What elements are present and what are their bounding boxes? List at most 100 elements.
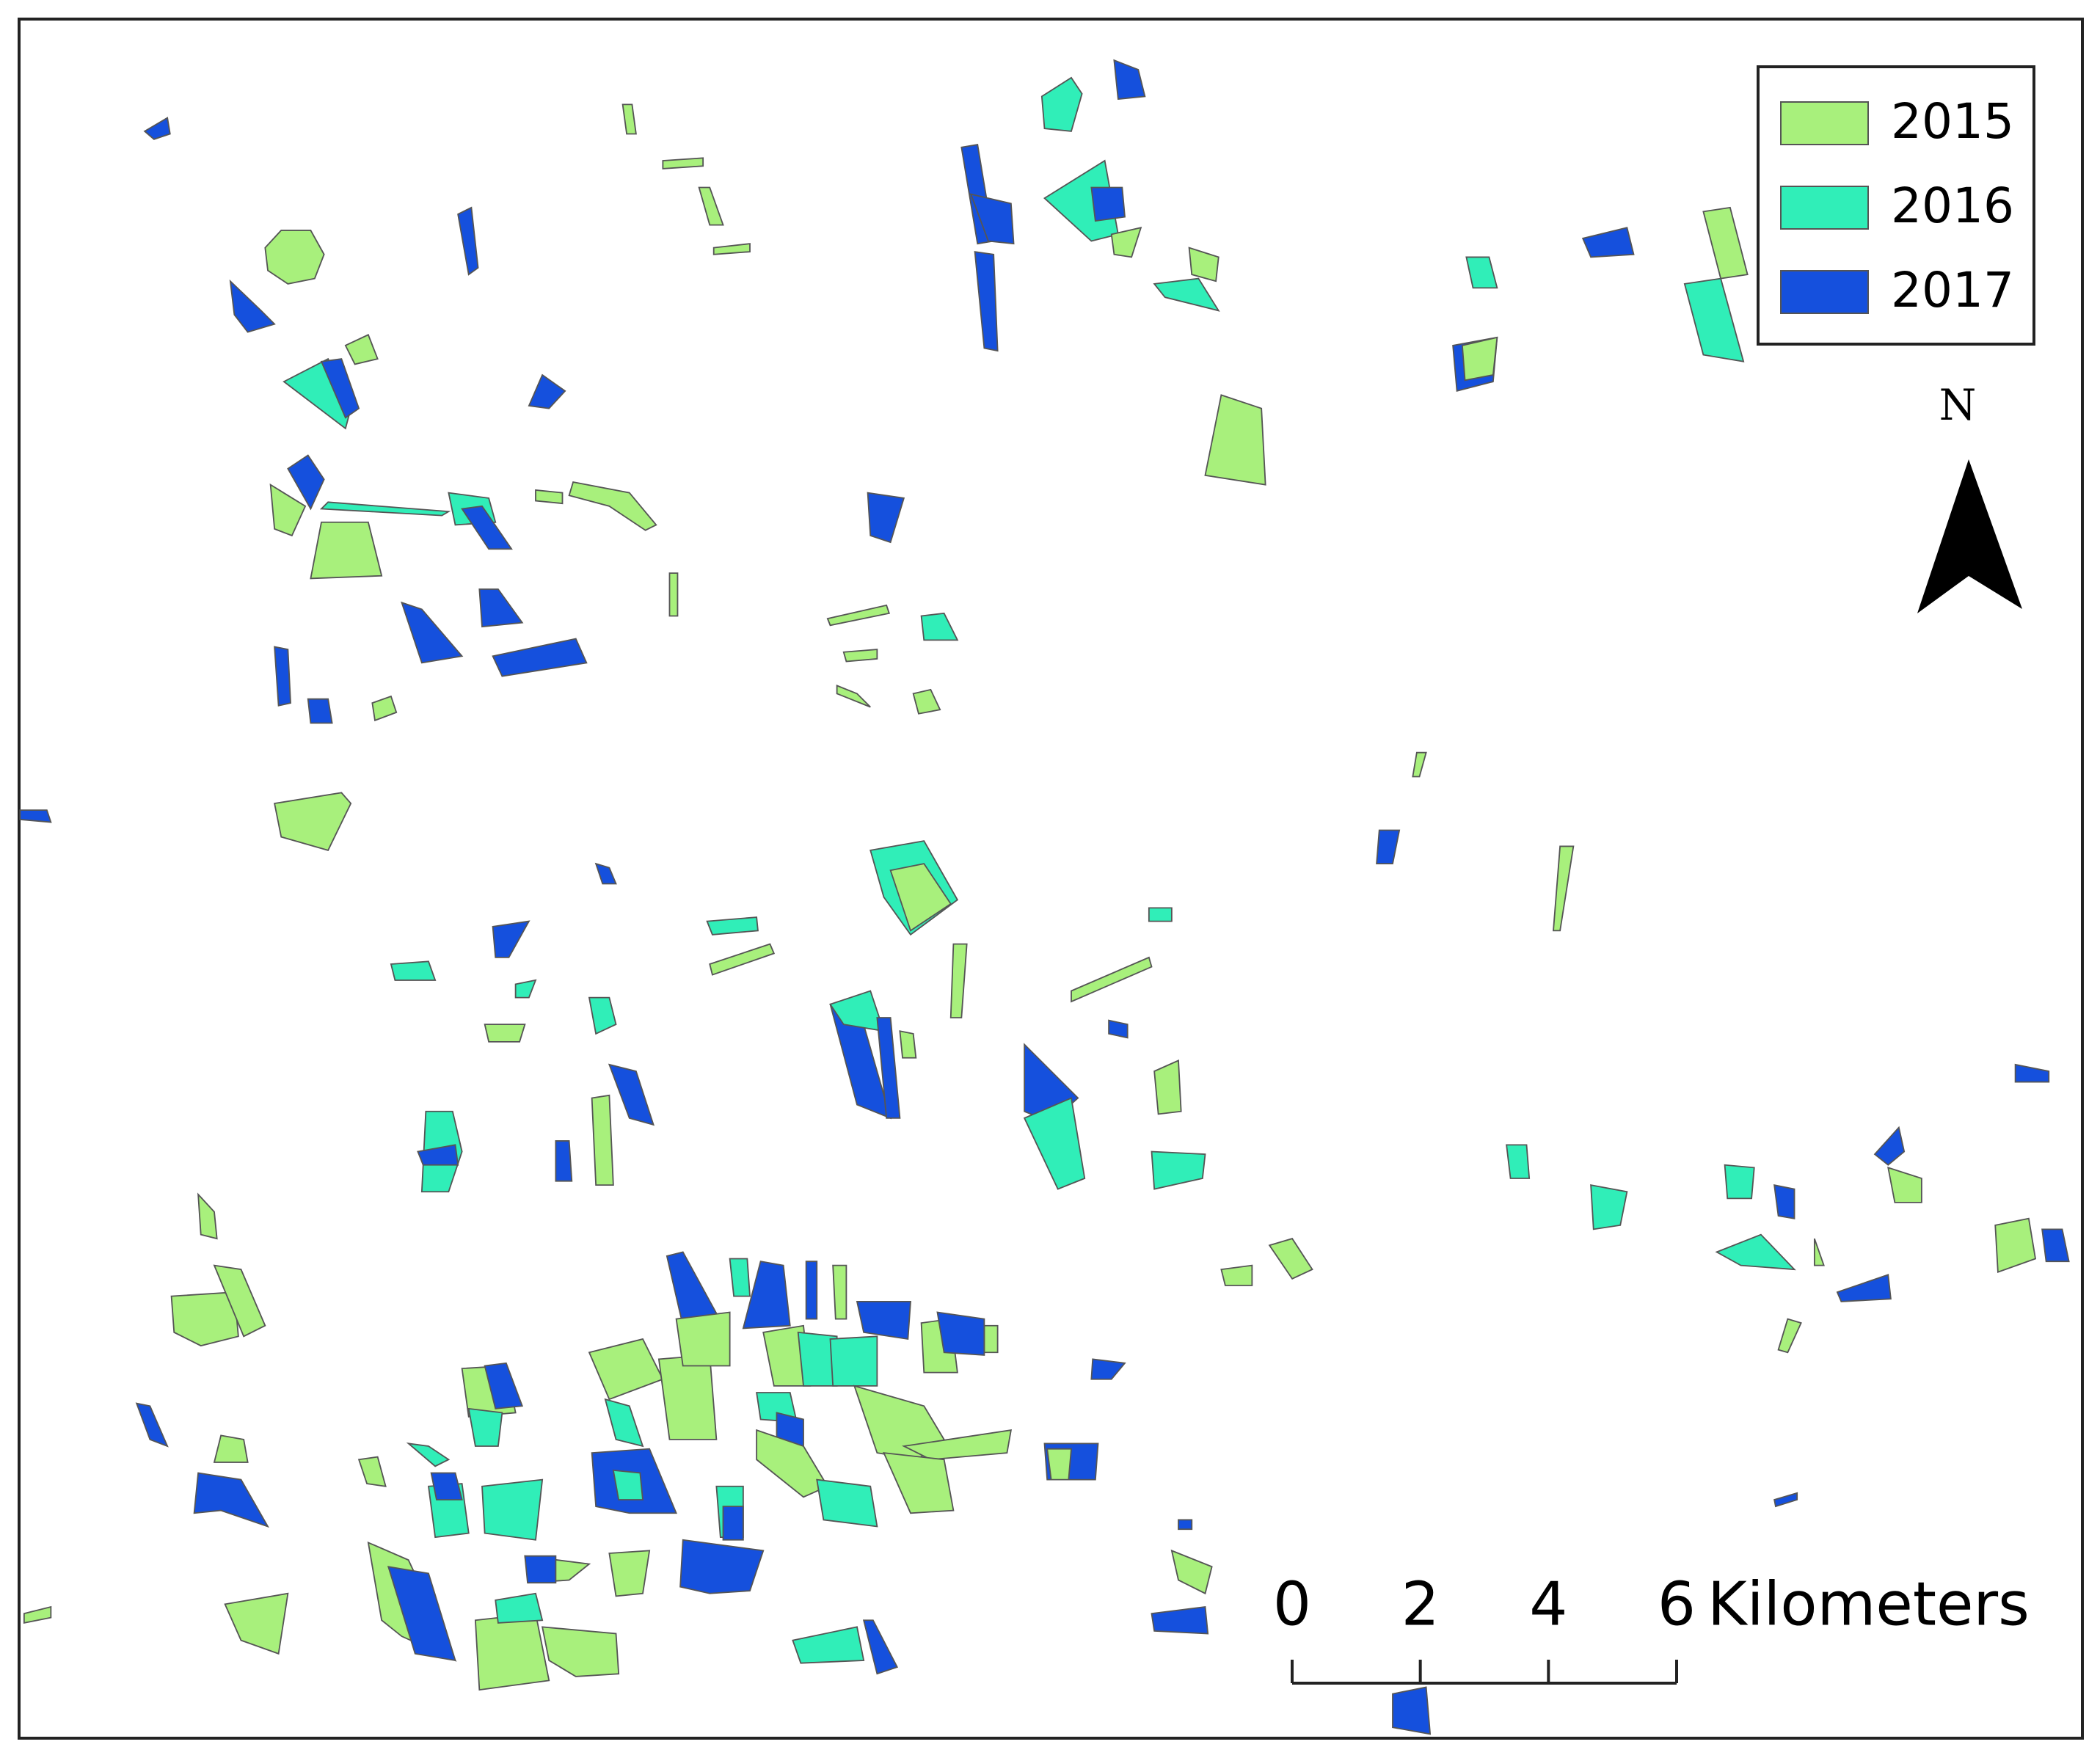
scale-tick-label: 0 [1273,1569,1311,1639]
parcel [1090,1358,1126,1380]
parcel [320,358,360,419]
parcel [357,1456,387,1487]
legend-label: 2015 [1891,93,2014,150]
parcel [274,792,352,851]
parcel [867,492,905,544]
parcel [712,243,751,255]
parcel [920,612,959,641]
parcel [193,1472,269,1528]
parcel [829,1335,878,1387]
parcel [1873,1126,1906,1166]
parcel [1506,1144,1531,1179]
parcel [1268,1238,1313,1280]
parcel [1465,256,1498,289]
parcel [662,157,704,169]
parcel [679,1539,765,1594]
parcel [901,1429,1012,1461]
parcel [484,1362,524,1409]
legend-label: 2017 [1891,262,2014,318]
parcel [481,1478,544,1541]
parcel [1040,76,1083,132]
parcel [862,1619,899,1675]
parcel [1153,277,1220,312]
parcel [1071,956,1153,1003]
parcel [722,1506,744,1541]
parcel [1110,227,1142,258]
legend: 2015 2016 2017 [1757,65,2035,346]
parcel [969,193,1015,245]
parcel [390,960,437,981]
parcel [1392,1686,1432,1735]
parcel [224,1592,289,1655]
parcel [668,572,679,617]
parcel [621,103,637,135]
parcel [417,1144,459,1166]
parcel [1220,1264,1253,1286]
parcel [1113,59,1146,101]
parcel [457,206,479,276]
scale-bar: 0 2 4 6 [1273,1569,1696,1685]
parcel [1715,1233,1796,1271]
parcel [805,1261,818,1320]
parcel [842,649,878,663]
parcel [535,489,564,505]
parcel [1178,1519,1193,1531]
parcel [836,685,871,708]
parcel [1153,1059,1182,1115]
parcel [430,1472,463,1500]
parcel [528,373,566,409]
parcel [742,1261,791,1330]
parcel [889,863,952,932]
parcel [401,601,464,664]
parcel [344,334,379,365]
parcel [876,1017,901,1119]
parcel [949,943,968,1018]
parcel [826,604,890,627]
parcel [1151,1150,1206,1190]
parcel [568,481,657,531]
parcel [883,1452,955,1514]
parcel [1581,227,1635,258]
parcel [675,1311,731,1367]
north-arrow [1917,459,2022,613]
parcel [1170,1549,1213,1595]
parcel [1887,1167,1922,1203]
parcel [1151,1605,1209,1635]
parcel [588,996,617,1035]
parcel [1553,845,1575,932]
parcel [495,1592,544,1624]
parcel [19,809,52,823]
parcel [1773,1183,1795,1219]
parcel [387,1566,456,1662]
parcel [287,454,325,511]
parcel [594,862,617,885]
parcel [213,1264,266,1338]
parcel [135,1402,169,1448]
parcel [1412,751,1427,778]
parcel [492,920,531,958]
scale-tick-label: 4 [1529,1569,1567,1639]
north-label: N [1939,380,1977,430]
parcel [143,117,171,140]
parcel [936,1311,985,1356]
parcel [709,943,776,976]
scale-tick-label: 6 [1658,1569,1696,1639]
parcel [1046,1448,1072,1481]
scale-tick-label: 2 [1401,1569,1440,1639]
parcel [1376,829,1401,865]
parcel [1023,1097,1086,1190]
parcel [1836,1274,1892,1302]
parcel [478,588,524,628]
parcel [698,186,724,226]
parcel [406,1442,451,1467]
parcel [474,1613,550,1691]
parcel [319,501,451,517]
parcel [484,1024,526,1043]
parcel [1108,1019,1129,1039]
parcel [1188,247,1219,282]
parcel [706,916,759,935]
parcels [19,59,2070,1735]
parcel [269,483,307,537]
parcel [608,1063,655,1126]
parcel [492,638,588,677]
